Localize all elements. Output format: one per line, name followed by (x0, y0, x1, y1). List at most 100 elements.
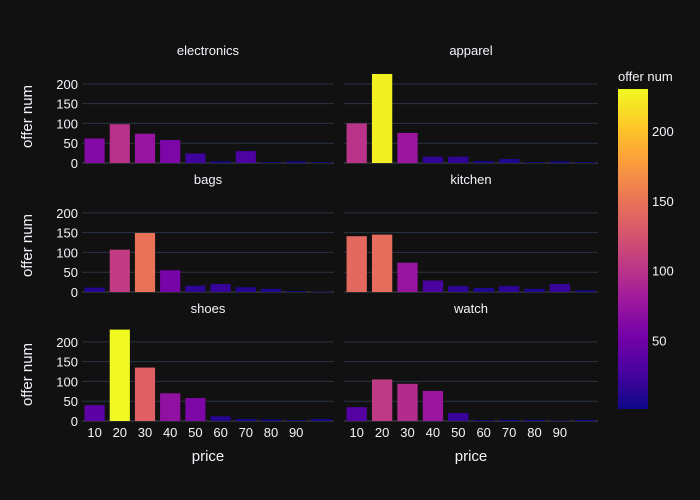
bar (134, 233, 156, 292)
bar (235, 287, 256, 292)
x-tick-label: 10 (349, 425, 363, 440)
y-axis-title: offer num (19, 214, 36, 277)
bar (575, 290, 596, 292)
colorbar-title: offer num (618, 69, 673, 84)
y-tick-label: 100 (56, 245, 78, 260)
bar (185, 285, 206, 292)
x-tick-label: 60 (476, 425, 490, 440)
x-tick-label: 40 (163, 425, 177, 440)
bar (109, 124, 130, 163)
bar (448, 156, 469, 163)
colorbar-tick-label: 50 (652, 334, 666, 349)
bar (575, 162, 596, 163)
y-tick-label: 150 (56, 355, 78, 370)
bar (422, 156, 444, 163)
bar (473, 288, 494, 292)
bar (311, 419, 332, 421)
bar (448, 413, 469, 421)
bar (210, 416, 231, 421)
x-tick-label: 50 (188, 425, 202, 440)
bar (210, 284, 231, 292)
bar (286, 420, 307, 421)
bar (109, 329, 130, 421)
y-tick-label: 0 (71, 156, 78, 171)
bar (498, 159, 520, 163)
y-tick-label: 0 (71, 285, 78, 300)
bar (260, 288, 282, 292)
x-tick-label: 80 (527, 425, 541, 440)
x-tick-label: 80 (264, 425, 278, 440)
colorbar-tick-label: 150 (652, 194, 674, 209)
panel-title: bags (194, 172, 223, 187)
y-tick-label: 100 (56, 116, 78, 131)
x-tick-label: 60 (213, 425, 227, 440)
bar (210, 161, 231, 163)
y-tick-label: 100 (56, 374, 78, 389)
bar (235, 151, 256, 163)
x-tick-label: 40 (426, 425, 440, 440)
panel-title: watch (453, 301, 488, 316)
y-tick-label: 200 (56, 77, 78, 92)
y-tick-label: 50 (64, 136, 78, 151)
bar (134, 367, 156, 421)
bar (371, 379, 393, 421)
bar (346, 407, 367, 421)
bar (134, 133, 156, 163)
bar (498, 286, 520, 292)
bar (286, 161, 307, 163)
panel-title: shoes (191, 301, 226, 316)
bar (109, 249, 130, 292)
bar (473, 161, 494, 163)
x-tick-label: 20 (113, 425, 127, 440)
bar (397, 132, 418, 163)
colorbar (618, 89, 648, 409)
bar (524, 419, 545, 421)
x-tick-label: 30 (400, 425, 414, 440)
x-tick-label: 20 (375, 425, 389, 440)
bar (498, 419, 520, 421)
y-axis-title: offer num (19, 343, 36, 406)
y-tick-label: 0 (71, 414, 78, 429)
x-tick-label: 70 (239, 425, 253, 440)
bar (448, 286, 469, 292)
y-tick-label: 200 (56, 335, 78, 350)
bar (549, 284, 571, 292)
y-axis-title: offer num (19, 85, 36, 148)
bar (84, 287, 105, 292)
panel-title: electronics (177, 43, 240, 58)
bar (260, 162, 282, 163)
y-tick-label: 200 (56, 206, 78, 221)
bar (160, 140, 181, 163)
y-tick-label: 150 (56, 97, 78, 112)
bar (397, 383, 418, 421)
colorbar-tick-label: 100 (652, 264, 674, 279)
bar (260, 419, 282, 421)
x-tick-label: 90 (553, 425, 567, 440)
bar (473, 420, 494, 421)
x-tick-label: 10 (87, 425, 101, 440)
bar (235, 419, 256, 421)
x-tick-label: 50 (451, 425, 465, 440)
bar (371, 73, 393, 163)
bar (311, 162, 332, 163)
bar (346, 123, 367, 163)
bar (160, 393, 181, 421)
bar (185, 153, 206, 163)
bar (549, 161, 571, 163)
bar (84, 138, 105, 163)
bar (422, 280, 444, 292)
y-tick-label: 50 (64, 265, 78, 280)
bar (84, 405, 105, 421)
x-tick-label: 70 (502, 425, 516, 440)
x-axis-title: price (192, 448, 225, 465)
x-tick-label: 90 (289, 425, 303, 440)
bar (524, 162, 545, 163)
x-axis-title: price (455, 448, 488, 465)
bar (160, 270, 181, 292)
bar (575, 419, 596, 421)
bar (524, 288, 545, 292)
bar (422, 390, 444, 421)
bar (286, 291, 307, 292)
